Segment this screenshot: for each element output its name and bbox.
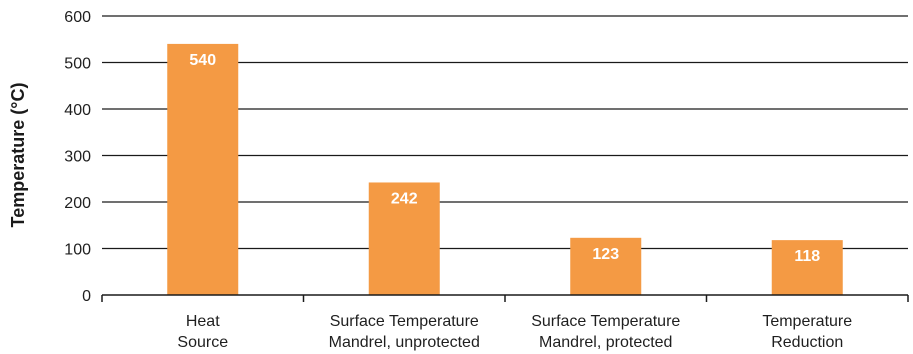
bar [368, 182, 440, 295]
category-label: Source [177, 334, 228, 351]
category-label: Mandrel, protected [539, 334, 672, 351]
bar-value-label: 540 [189, 52, 216, 69]
category-label: Surface Temperature [330, 313, 479, 330]
y-tick-label: 500 [64, 56, 91, 73]
y-axis-label: Temperature (°C) [8, 83, 28, 228]
data-labels: 540 242 123 118 [189, 52, 820, 265]
bar [570, 237, 642, 295]
y-tick-label: 600 [64, 9, 91, 26]
category-labels: Heat Source Surface Temperature Mandrel, un… [177, 313, 852, 351]
bar-value-label: 123 [592, 246, 619, 263]
bar-value-label: 242 [391, 190, 418, 207]
y-axis-ticks: 0 100 200 300 400 500 600 [64, 9, 91, 305]
category-label: Mandrel, unprotected [329, 334, 480, 351]
y-tick-label: 100 [64, 242, 91, 259]
bar-value-label: 118 [794, 248, 820, 265]
x-axis [101, 294, 909, 302]
y-tick-label: 300 [64, 149, 91, 166]
category-label: Temperature [762, 313, 852, 330]
bars [167, 43, 843, 296]
category-label: Heat [186, 313, 220, 330]
category-label: Surface Temperature [531, 313, 680, 330]
category-label: Reduction [771, 334, 843, 351]
bar [167, 43, 239, 296]
y-tick-label: 400 [64, 102, 91, 119]
bar [771, 240, 843, 295]
y-tick-label: 200 [64, 195, 91, 212]
y-tick-label: 0 [82, 288, 91, 305]
